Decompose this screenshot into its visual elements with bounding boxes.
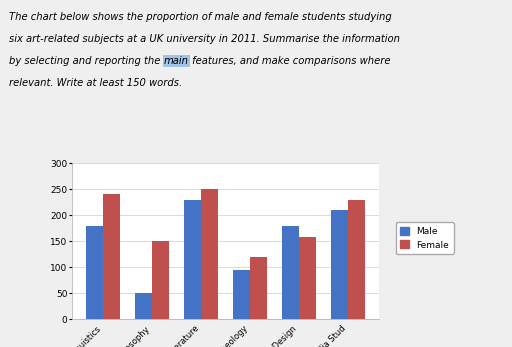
Bar xyxy=(282,226,299,319)
Bar xyxy=(152,241,169,319)
Text: by selecting and reporting the: by selecting and reporting the xyxy=(9,56,164,66)
Bar xyxy=(103,194,120,319)
Legend: Male, Female: Male, Female xyxy=(396,222,454,254)
Bar xyxy=(184,200,201,319)
Bar xyxy=(250,257,267,319)
Bar xyxy=(135,293,152,319)
Bar xyxy=(201,189,218,319)
Bar xyxy=(299,237,316,319)
Bar xyxy=(348,200,365,319)
Bar xyxy=(86,226,103,319)
Bar xyxy=(331,210,348,319)
Text: main: main xyxy=(164,56,189,66)
Text: features, and make comparisons where: features, and make comparisons where xyxy=(189,56,390,66)
Text: relevant. Write at least 150 words.: relevant. Write at least 150 words. xyxy=(9,78,182,88)
Text: The chart below shows the proportion of male and female students studying: The chart below shows the proportion of … xyxy=(9,12,392,22)
Bar xyxy=(232,270,250,319)
Text: six art-related subjects at a UK university in 2011. Summarise the information: six art-related subjects at a UK univers… xyxy=(9,34,400,44)
